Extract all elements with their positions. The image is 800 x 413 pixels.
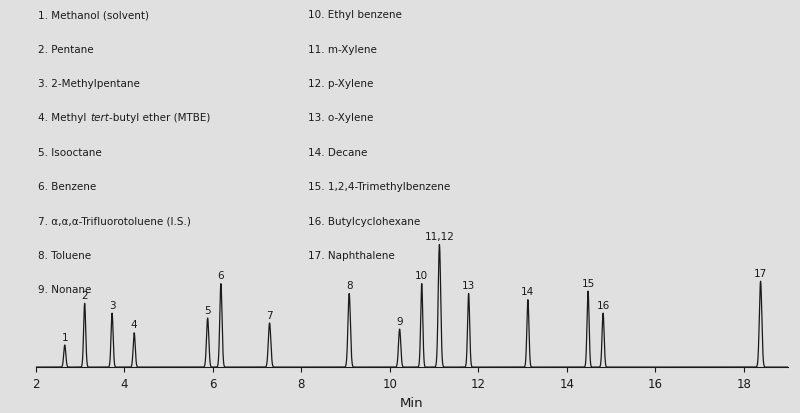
Text: 9. Nonane: 9. Nonane [38,285,92,294]
Text: 5: 5 [204,305,211,315]
Text: 15. 1,2,4-Trimethylbenzene: 15. 1,2,4-Trimethylbenzene [308,182,450,192]
Text: 14. Decane: 14. Decane [308,147,367,157]
Text: 1. Methanol (solvent): 1. Methanol (solvent) [38,10,150,20]
Text: 16. Butylcyclohexane: 16. Butylcyclohexane [308,216,420,226]
Text: 8. Toluene: 8. Toluene [38,250,91,260]
Text: 4. Methyl: 4. Methyl [38,113,90,123]
Text: 17. Naphthalene: 17. Naphthalene [308,250,394,260]
Text: 4: 4 [131,320,138,330]
Text: 13: 13 [462,280,475,290]
Text: 3. 2-Methylpentane: 3. 2-Methylpentane [38,79,140,89]
Text: 11. m-Xylene: 11. m-Xylene [308,45,377,55]
Text: 15: 15 [582,278,594,288]
Text: 11,12: 11,12 [425,232,454,242]
Text: 8: 8 [346,280,353,290]
Text: 17: 17 [754,268,767,278]
Text: 10: 10 [415,271,428,281]
Text: 2. Pentane: 2. Pentane [38,45,94,55]
Text: 1: 1 [62,332,68,342]
Text: 13. o-Xylene: 13. o-Xylene [308,113,374,123]
Text: 16: 16 [597,300,610,310]
Text: -butyl ether (MTBE): -butyl ether (MTBE) [109,113,210,123]
Text: 12. p-Xylene: 12. p-Xylene [308,79,374,89]
Text: 6. Benzene: 6. Benzene [38,182,97,192]
Text: 14: 14 [522,287,534,297]
Text: 5. Isooctane: 5. Isooctane [38,147,102,157]
Text: 7: 7 [266,310,273,320]
Text: 3: 3 [109,300,115,310]
Text: 7. α,α,α-Trifluorotoluene (I.S.): 7. α,α,α-Trifluorotoluene (I.S.) [38,216,191,226]
Text: 2: 2 [82,290,88,300]
Text: 9: 9 [396,316,403,326]
Text: 6: 6 [218,271,224,281]
Text: 10. Ethyl benzene: 10. Ethyl benzene [308,10,402,20]
Text: tert: tert [90,113,109,123]
X-axis label: Min: Min [400,396,424,409]
